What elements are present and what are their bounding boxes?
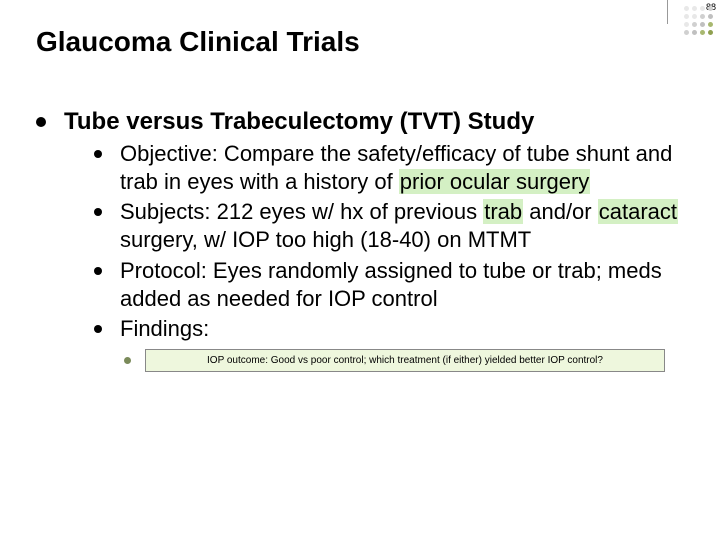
bullet-icon [94, 208, 102, 216]
objective-text: Objective: Compare the safety/efficacy o… [120, 140, 684, 196]
divider [667, 0, 668, 24]
list-item: Objective: Compare the safety/efficacy o… [94, 140, 684, 196]
findings-label: Findings: [120, 315, 209, 343]
corner-decoration [684, 6, 714, 36]
content-area: Tube versus Trabeculectomy (TVT) Study O… [0, 58, 720, 372]
bullet-icon [94, 150, 102, 158]
highlight: prior ocular surgery [399, 169, 591, 194]
bullet-icon [36, 117, 46, 127]
highlight: trab [483, 199, 523, 224]
list-item: Findings: [94, 315, 684, 343]
sub-list: Objective: Compare the safety/efficacy o… [94, 140, 684, 343]
bullet-icon [94, 267, 102, 275]
findings-row: IOP outcome: Good vs poor control; which… [124, 349, 684, 372]
highlight: cataract [598, 199, 678, 224]
bullet-icon [94, 325, 102, 333]
subjects-text: Subjects: 212 eyes w/ hx of previous tra… [120, 198, 684, 254]
findings-box: IOP outcome: Good vs poor control; which… [145, 349, 665, 372]
list-item: Subjects: 212 eyes w/ hx of previous tra… [94, 198, 684, 254]
slide-title: Glaucoma Clinical Trials [0, 0, 720, 58]
protocol-text: Protocol: Eyes randomly assigned to tube… [120, 257, 684, 313]
study-title: Tube versus Trabeculectomy (TVT) Study [64, 108, 534, 136]
bullet-icon [124, 357, 131, 364]
list-item: Protocol: Eyes randomly assigned to tube… [94, 257, 684, 313]
